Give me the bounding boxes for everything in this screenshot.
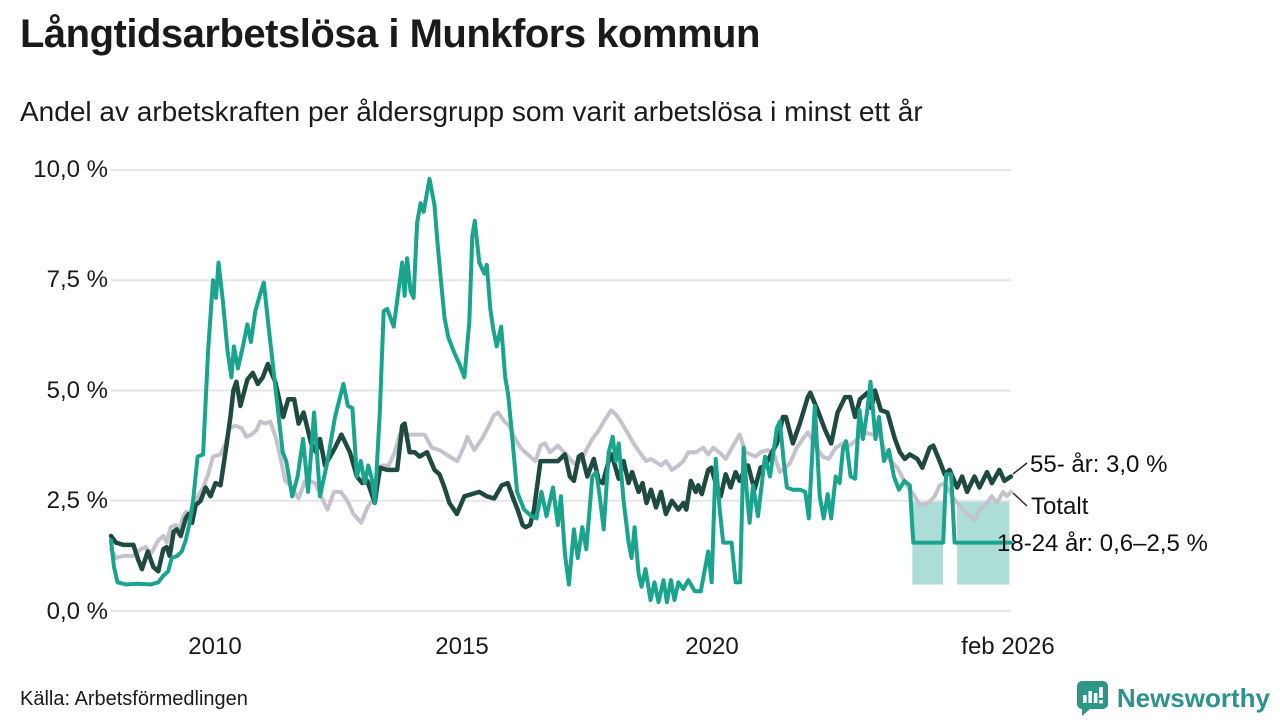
y-tick-label: 7,5 % xyxy=(46,266,108,293)
leader-line xyxy=(1012,462,1028,475)
annotation-leader-lines xyxy=(1012,462,1028,507)
x-tick-label: 2015 xyxy=(435,633,489,660)
series-line-18-24-r xyxy=(109,176,1013,605)
newsworthy-speech-bubble-chart-icon xyxy=(1076,680,1108,716)
y-tick-label: 10,0 % xyxy=(33,156,108,183)
series-label-55: 55- år: 3,0 % xyxy=(1030,451,1168,478)
logo-wordmark: Newsworthy xyxy=(1116,682,1270,713)
series-line-55-r xyxy=(108,361,1014,574)
x-tick-label: feb 2026 xyxy=(961,633,1055,660)
series-label-totalt: Totalt xyxy=(1031,493,1089,520)
series-label-18-24: 18-24 år: 0,6–2,5 % xyxy=(997,530,1208,557)
y-tick-label: 2,5 % xyxy=(46,487,108,514)
series-lines xyxy=(108,176,1014,605)
newsworthy-logo: Newsworthy xyxy=(1076,678,1270,718)
y-tick-label: 0,0 % xyxy=(46,598,108,625)
x-tick-label: 2020 xyxy=(685,633,739,660)
gridlines xyxy=(111,169,1011,612)
chart-subtitle: Andel av arbetskraften per åldersgrupp s… xyxy=(20,96,923,127)
leader-line xyxy=(1012,492,1028,507)
page-title: Långtidsarbetslösa i Munkfors kommun xyxy=(20,12,760,56)
source-caption: Källa: Arbetsförmedlingen xyxy=(20,688,248,710)
x-tick-label: 2010 xyxy=(188,633,242,660)
y-tick-label: 5,0 % xyxy=(46,377,108,404)
